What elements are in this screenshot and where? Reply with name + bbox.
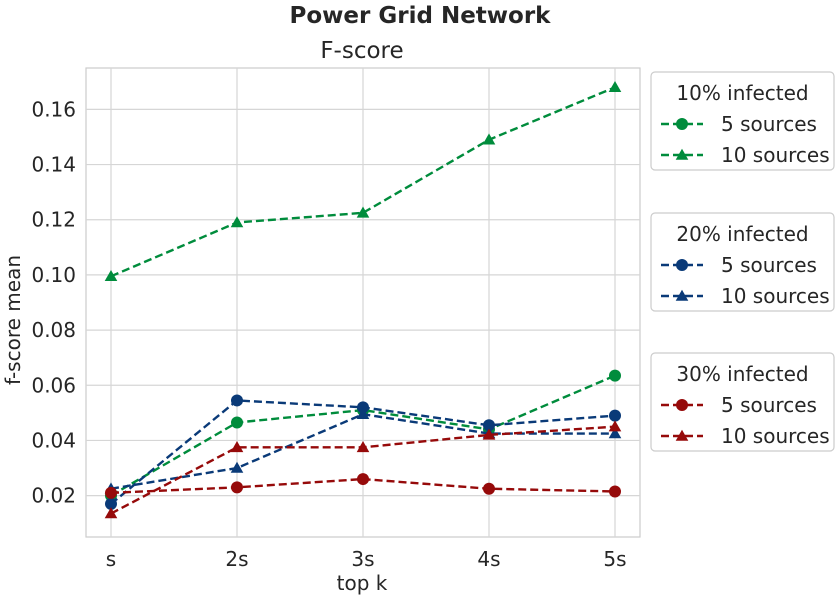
y-tick-label: 0.08	[31, 318, 76, 342]
data-point	[231, 394, 243, 407]
data-point	[483, 419, 495, 432]
data-point	[608, 427, 622, 439]
legend-entry-label: 5 sources	[721, 253, 817, 277]
data-point	[357, 473, 369, 486]
series-2	[105, 394, 621, 510]
legend-title: 30% infected	[676, 362, 808, 386]
legend-marker	[676, 259, 688, 271]
x-tick-label: 5s	[603, 547, 626, 571]
figure-suptitle: Power Grid Network	[290, 3, 552, 29]
y-tick-label: 0.04	[31, 428, 76, 452]
data-point	[356, 206, 370, 218]
legend-entry-label: 5 sources	[721, 112, 817, 136]
data-point	[609, 409, 621, 422]
data-point	[104, 269, 118, 282]
y-tick-label: 0.12	[31, 208, 76, 232]
legend-title: 10% infected	[676, 81, 808, 105]
legend-entry-label: 5 sources	[721, 393, 817, 417]
x-tick-label: 4s	[477, 547, 500, 571]
data-point	[608, 81, 622, 93]
legend-box	[650, 352, 835, 452]
legend-group-1: 20% infected 5 sources 10 sources	[650, 212, 835, 312]
x-tick-label: 3s	[351, 547, 374, 571]
y-tick-label: 0.06	[31, 373, 76, 397]
data-point	[482, 133, 496, 145]
series-line	[110, 86, 616, 278]
y-axis-label: f-score mean	[1, 255, 25, 385]
series-line	[110, 374, 616, 497]
legend-box	[650, 212, 835, 312]
data-point	[357, 401, 369, 414]
data-point	[482, 428, 496, 440]
legend-marker	[675, 289, 689, 301]
legend-box	[650, 71, 835, 171]
data-point	[356, 441, 370, 453]
data-point	[104, 507, 118, 519]
y-tick-label: 0.14	[31, 153, 76, 177]
plot-area: 0.02 0.04 0.06 0.08 0.10 0.12 0.14 0.16 s 2s 3s 4s 5…	[31, 67, 641, 571]
series-5	[104, 420, 622, 519]
y-tick-label: 0.16	[31, 97, 76, 121]
data-point	[356, 407, 370, 419]
data-point	[231, 481, 243, 494]
data-point	[231, 416, 243, 429]
data-point	[230, 461, 244, 473]
legend-marker	[676, 118, 688, 130]
legend-marker	[676, 399, 688, 411]
legend-entry-label: 10 sources	[721, 284, 830, 308]
legend-group-2: 30% infected 5 sources 10 sources	[650, 352, 835, 452]
x-tick-label: 2s	[225, 547, 248, 571]
data-point	[609, 369, 621, 382]
legend-group-0: 10% infected 5 sources 10 sources	[650, 71, 835, 171]
x-tick-label: s	[106, 547, 116, 571]
legend-title: 20% infected	[676, 222, 808, 246]
legend-entry-label: 10 sources	[721, 143, 830, 167]
data-point	[608, 420, 622, 432]
y-tick-label: 0.10	[31, 263, 76, 287]
legend-marker	[675, 429, 689, 441]
data-point	[230, 441, 244, 453]
data-point	[105, 486, 117, 499]
y-tick-label: 0.02	[31, 484, 76, 508]
data-point	[609, 485, 621, 498]
data-point	[483, 482, 495, 495]
series-1	[104, 81, 622, 282]
data-point	[230, 216, 244, 228]
data-point	[105, 497, 117, 510]
legend-marker	[675, 148, 689, 160]
chart-title: F-score	[320, 38, 403, 64]
legend-entry-label: 10 sources	[721, 424, 830, 448]
series-4	[105, 473, 621, 499]
x-axis-label: top k	[337, 571, 388, 595]
